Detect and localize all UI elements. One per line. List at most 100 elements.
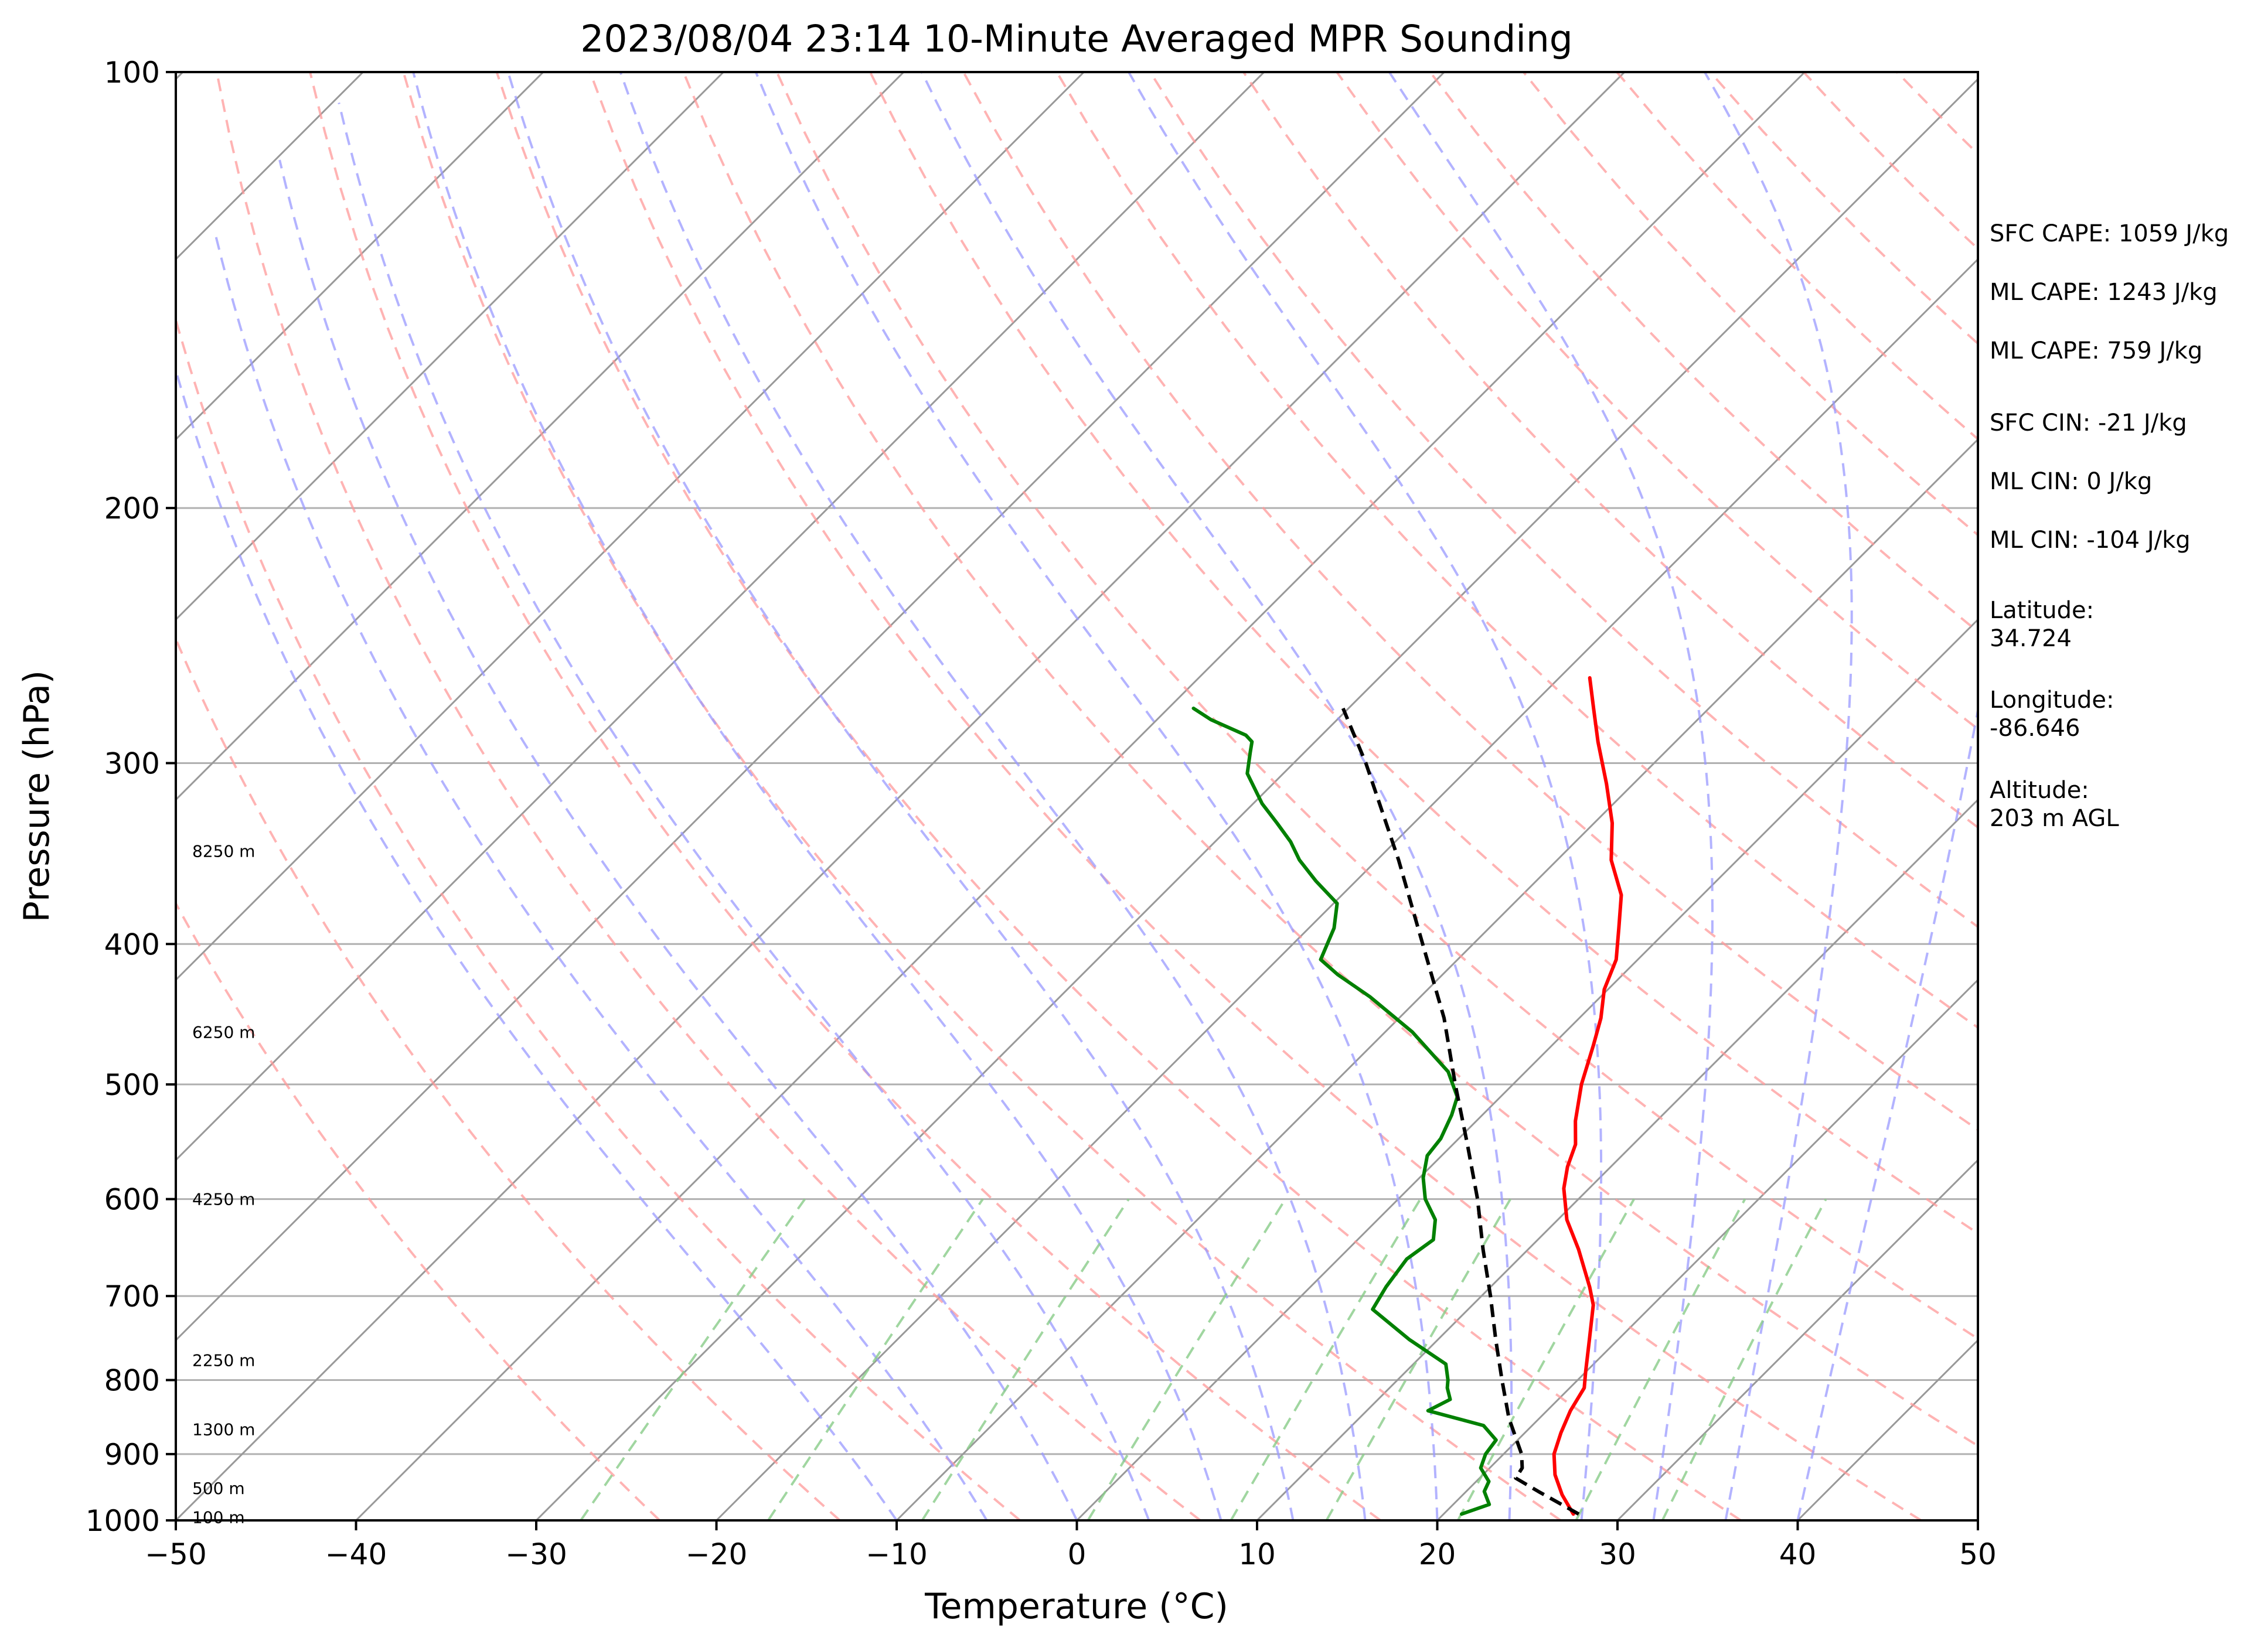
dry-adiabat-line [1242,72,1978,829]
moist-adiabat-line [506,72,1295,1520]
isotherm-line [1076,618,1978,1520]
moist-adiabat-line [1388,72,1714,1520]
y-tick-label: 600 [104,1183,160,1217]
isotherm-line [1436,978,1978,1520]
moist-adiabat-line [1128,72,1603,1520]
y-tick-label: 400 [104,927,160,961]
info-annotation: ML CAPE: 759 J/kg [1990,337,2202,364]
height-label: 6250 m [192,1022,255,1042]
mixing-ratio-line [921,1198,1130,1520]
x-tick-label: −10 [866,1537,928,1571]
info-annotation: SFC CAPE: 1059 J/kg [1990,220,2229,247]
isotherm-line [176,72,544,441]
isotherm-line [176,72,1626,1520]
height-label: 8250 m [192,841,255,861]
info-annotation: ML CAPE: 1243 J/kg [1990,279,2218,306]
mixing-ratio-line [1661,1198,1827,1520]
isotherm-line [355,72,1806,1520]
info-annotation: ML CIN: 0 J/kg [1990,468,2152,495]
dry-adiabat-line [775,72,1978,1341]
background-lines [0,72,1978,1520]
dry-adiabat-line [402,72,1562,1520]
dry-adiabat-line [589,72,1922,1520]
moist-adiabat-line [214,237,988,1520]
info-annotation: Latitude: 34.724 [1990,597,2094,652]
dry-adiabat-line [176,901,660,1520]
info-annotation: ML CIN: -104 J/kg [1990,527,2191,554]
moist-adiabat-line [619,72,1367,1520]
info-panel: SFC CAPE: 1059 J/kg ML CAPE: 1243 J/kg ML … [1990,220,2229,832]
height-label: 2250 m [192,1350,255,1370]
chart-title: 2023/08/04 23:14 10-Minute Averaged MPR … [580,18,1573,60]
info-annotation: Altitude: 203 m AGL [1990,777,2119,832]
isotherm-line [176,72,905,801]
info-annotation: SFC CIN: -21 J/kg [1990,410,2187,436]
mixing-ratio-line [1087,1198,1287,1520]
mixing-ratio-line [1325,1198,1512,1520]
y-tick-label: 200 [104,492,160,526]
mixing-ratio-line [1456,1198,1635,1520]
isotherm-line [176,72,1265,1162]
y-axis-label: Pressure (hPa) [16,670,57,922]
x-tick-label: 40 [1779,1537,1817,1571]
temperature-line [1552,676,1623,1516]
x-tick-label: −50 [145,1537,207,1571]
isotherm-line [1616,1158,1978,1520]
x-tick-label: −20 [686,1537,748,1571]
moist-adiabat-line [1704,72,1853,1520]
y-tick-label: 500 [104,1068,160,1102]
moist-adiabat-line [278,159,1078,1520]
mixing-ratio-line [1575,1198,1746,1520]
x-tick-label: 0 [1068,1537,1087,1571]
x-tick-label: 30 [1599,1537,1636,1571]
x-tick-label: 10 [1238,1537,1276,1571]
y-tick-label: 300 [104,746,160,780]
dry-adiabat-line [1149,72,1978,929]
y-tick-label: 1000 [86,1504,160,1538]
y-tick-label: 100 [104,56,160,90]
moist-adiabat-line [754,72,1439,1520]
isotherm-line [716,258,1978,1520]
height-label: 500 m [192,1479,245,1498]
height-label: 100 m [192,1508,245,1527]
height-label: 4250 m [192,1190,255,1209]
y-tick-label: 900 [104,1438,160,1472]
isotherm-line [0,72,3,1520]
series-layer [1191,676,1623,1516]
isotherm-line [176,72,1445,1342]
parcel-line [1341,707,1580,1516]
axis-layer: −50 −40 −30 −20 −10 0 10 20 30 40 50 100 200 300 400 50… [86,56,1997,1571]
dry-adiabat-line [176,315,1021,1520]
dry-adiabat-line [309,72,1381,1520]
isotherm-line [1256,798,1978,1520]
mixing-ratio-line [767,1198,984,1520]
mixing-ratio-line [580,1198,806,1520]
mixing-ratio-line [1230,1198,1422,1520]
x-tick-label: 50 [1959,1537,1997,1571]
x-axis-label: Temperature (°C) [924,1586,1228,1627]
x-tick-label: −40 [325,1537,387,1571]
isotherm-line [535,77,1978,1520]
y-tick-label: 700 [104,1280,160,1314]
moist-adiabat-line [338,102,1150,1520]
dewpoint-line [1191,707,1498,1516]
dry-adiabat-line [215,72,1201,1520]
dry-adiabat-line [682,72,1978,1448]
x-tick-label: −30 [505,1537,567,1571]
dry-adiabat-line [962,72,1978,1131]
moist-adiabat-line [921,72,1513,1520]
info-annotation: Longitude: -86.646 [1990,687,2114,742]
moist-adiabat-line [176,366,898,1520]
height-label: 1300 m [192,1420,255,1439]
dry-adiabat-line [176,636,841,1520]
moist-adiabat-line [412,72,1222,1520]
isotherm-line [895,438,1978,1520]
dry-adiabat-line [869,72,1978,1235]
height-labels: 100 m 500 m 1300 m 2250 m 4250 m 6250 m 8250 m [192,841,255,1527]
isotherm-line [176,72,1085,981]
moist-adiabat-line [1796,704,1978,1520]
x-tick-label: 20 [1419,1537,1456,1571]
isotherm-line [176,72,724,621]
y-tick-label: 800 [104,1363,160,1397]
